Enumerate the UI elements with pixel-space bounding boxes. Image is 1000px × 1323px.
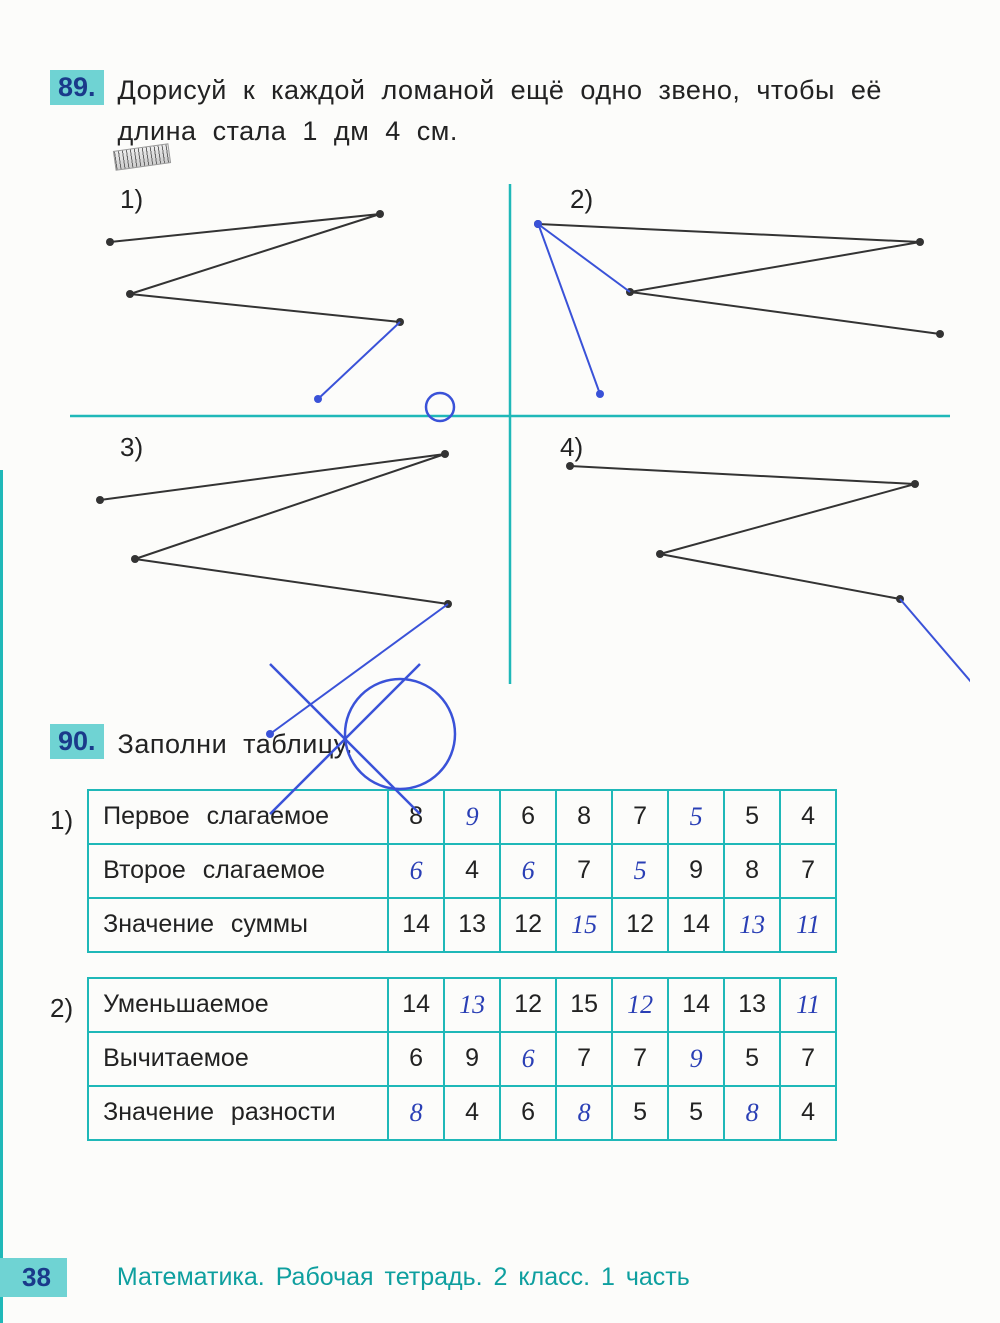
cell: 5 bbox=[724, 1032, 780, 1086]
table-row: Значение суммы1413121512141311 bbox=[88, 898, 836, 952]
cell: 5 bbox=[612, 844, 668, 898]
cell: 7 bbox=[612, 1032, 668, 1086]
cell: 8 bbox=[388, 1086, 444, 1140]
cell: 6 bbox=[388, 844, 444, 898]
cell: 12 bbox=[500, 978, 556, 1032]
polyline-svg bbox=[70, 184, 970, 824]
cell: 7 bbox=[556, 1032, 612, 1086]
tables-host: 1)Первое слагаемое89687554Второе слагаем… bbox=[50, 789, 960, 1141]
cell: 12 bbox=[612, 978, 668, 1032]
cell: 8 bbox=[556, 1086, 612, 1140]
exercise-89-header: 89. Дорисуй к каждой ломаной ещё одно зв… bbox=[50, 70, 960, 151]
left-margin-bar bbox=[0, 470, 3, 1323]
polyline-diagram: 1) 2) 3) 4) bbox=[70, 184, 950, 684]
cell: 5 bbox=[668, 1086, 724, 1140]
table-row: Второе слагаемое64675987 bbox=[88, 844, 836, 898]
cell: 14 bbox=[668, 978, 724, 1032]
cell: 7 bbox=[780, 844, 836, 898]
cell: 4 bbox=[444, 844, 500, 898]
math-table: Уменьшаемое1413121512141311Вычитаемое696… bbox=[87, 977, 837, 1141]
table-row: Вычитаемое69677957 bbox=[88, 1032, 836, 1086]
cell: 14 bbox=[388, 898, 444, 952]
exercise-89-number: 89. bbox=[50, 70, 104, 105]
cell: 7 bbox=[556, 844, 612, 898]
exercise-89: 89. Дорисуй к каждой ломаной ещё одно зв… bbox=[50, 70, 960, 684]
page-number: 38 bbox=[0, 1258, 67, 1297]
cell: 13 bbox=[724, 978, 780, 1032]
cell: 12 bbox=[612, 898, 668, 952]
cell: 4 bbox=[444, 1086, 500, 1140]
cell: 7 bbox=[780, 1032, 836, 1086]
cell: 4 bbox=[780, 1086, 836, 1140]
cell: 6 bbox=[500, 1032, 556, 1086]
cell: 9 bbox=[444, 1032, 500, 1086]
cell: 8 bbox=[724, 1086, 780, 1140]
cell: 5 bbox=[612, 1086, 668, 1140]
cell: 6 bbox=[388, 1032, 444, 1086]
cell: 14 bbox=[388, 978, 444, 1032]
workbook-page: 89. Дорисуй к каждой ломаной ещё одно зв… bbox=[0, 0, 1000, 1323]
handwritten-value: 8 bbox=[578, 1098, 591, 1127]
table-index: 2) bbox=[50, 977, 73, 1024]
handwritten-value: 11 bbox=[796, 910, 820, 939]
cell: 14 bbox=[668, 898, 724, 952]
cell: 15 bbox=[556, 978, 612, 1032]
table-row: Значение разности84685584 bbox=[88, 1086, 836, 1140]
handwritten-value: 6 bbox=[522, 856, 535, 885]
handwritten-value: 8 bbox=[410, 1098, 423, 1127]
cell: 11 bbox=[780, 978, 836, 1032]
cell: 13 bbox=[444, 898, 500, 952]
page-footer: 38 Математика. Рабочая тетрадь. 2 класс.… bbox=[0, 1258, 1000, 1297]
handwritten-value: 13 bbox=[739, 910, 765, 939]
cell: 6 bbox=[500, 844, 556, 898]
cell: 9 bbox=[668, 1032, 724, 1086]
handwritten-value: 5 bbox=[634, 856, 647, 885]
cell: 13 bbox=[444, 978, 500, 1032]
row-label: Значение суммы bbox=[88, 898, 388, 952]
handwritten-value: 6 bbox=[410, 856, 423, 885]
cell: 12 bbox=[500, 898, 556, 952]
handwritten-value: 11 bbox=[796, 990, 820, 1019]
footer-text: Математика. Рабочая тетрадь. 2 класс. 1 … bbox=[117, 1263, 690, 1292]
cell: 13 bbox=[724, 898, 780, 952]
handwritten-value: 8 bbox=[746, 1098, 759, 1127]
cell: 6 bbox=[500, 1086, 556, 1140]
handwritten-value: 12 bbox=[627, 990, 653, 1019]
cell: 8 bbox=[724, 844, 780, 898]
table-row: Уменьшаемое1413121512141311 bbox=[88, 978, 836, 1032]
row-label: Значение разности bbox=[88, 1086, 388, 1140]
cell: 11 bbox=[780, 898, 836, 952]
handwritten-value: 9 bbox=[690, 1044, 703, 1073]
exercise-89-text: Дорисуй к каждой ломаной ещё одно звено,… bbox=[118, 70, 960, 151]
handwritten-value: 6 bbox=[522, 1044, 535, 1073]
row-label: Уменьшаемое bbox=[88, 978, 388, 1032]
cell: 15 bbox=[556, 898, 612, 952]
handwritten-value: 13 bbox=[459, 990, 485, 1019]
row-label: Второе слагаемое bbox=[88, 844, 388, 898]
cell: 9 bbox=[668, 844, 724, 898]
table-2: 2)Уменьшаемое1413121512141311Вычитаемое6… bbox=[50, 977, 960, 1141]
handwritten-value: 15 bbox=[571, 910, 597, 939]
row-label: Вычитаемое bbox=[88, 1032, 388, 1086]
